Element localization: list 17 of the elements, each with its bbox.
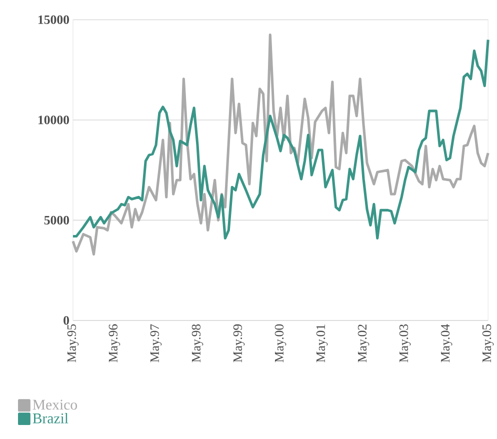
x-tick-label: May.01 [316,324,328,362]
x-tick-label: May.03 [399,324,411,362]
x-tick-label: May.00 [274,324,286,362]
x-tick-label: May.05 [482,324,494,362]
legend-label: Mexico [32,400,77,410]
x-tick-label: May.97 [150,324,162,362]
x-tick-label: May.02 [358,324,370,362]
x-tick-label: May.99 [233,324,245,362]
y-tick-label: 0 [64,316,70,325]
x-tick-label: May.04 [440,324,452,362]
legend-label: Brazil [32,413,68,424]
x-tick-label: May.95 [67,324,79,362]
x-tick-label: May.96 [108,324,120,362]
x-tick-label: May.98 [192,324,204,362]
y-tick-label: 15000 [38,16,70,24]
y-tick-label: 5000 [44,216,70,225]
y-tick-label: 10000 [38,116,70,124]
